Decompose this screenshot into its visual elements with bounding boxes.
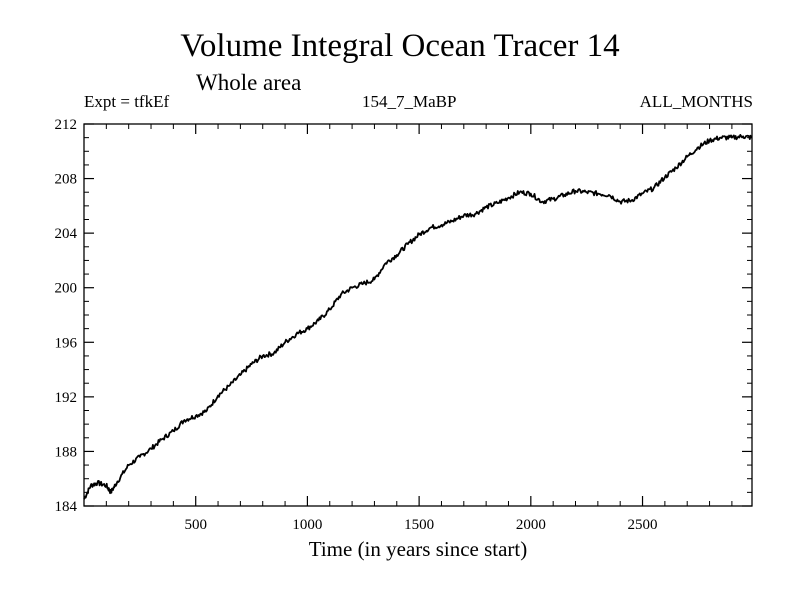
y-tick-label: 192 [55, 390, 78, 406]
x-tick-label: 1000 [292, 517, 322, 533]
x-tick-label: 2500 [628, 517, 658, 533]
x-tick-label: 1500 [404, 517, 434, 533]
y-tick-label: 188 [55, 444, 78, 460]
x-tick-label: 500 [184, 517, 207, 533]
experiment-label: Expt = tfkEf [84, 92, 170, 111]
chart-title: Volume Integral Ocean Tracer 14 [180, 28, 620, 64]
x-tick-label: 2000 [516, 517, 546, 533]
y-tick-label: 208 [55, 172, 78, 188]
months-label: ALL_MONTHS [639, 92, 753, 111]
chart-subtitle: Whole area [196, 70, 302, 95]
y-tick-label: 200 [55, 281, 78, 297]
run-label: 154_7_MaBP [362, 92, 457, 111]
y-tick-label: 184 [55, 499, 78, 515]
x-axis-label: Time (in years since start) [308, 537, 528, 561]
y-tick-label: 204 [55, 226, 78, 242]
plot-frame [83, 123, 753, 507]
y-tick-label: 212 [55, 117, 78, 133]
series-line [83, 134, 753, 500]
y-tick-label: 196 [55, 335, 78, 351]
